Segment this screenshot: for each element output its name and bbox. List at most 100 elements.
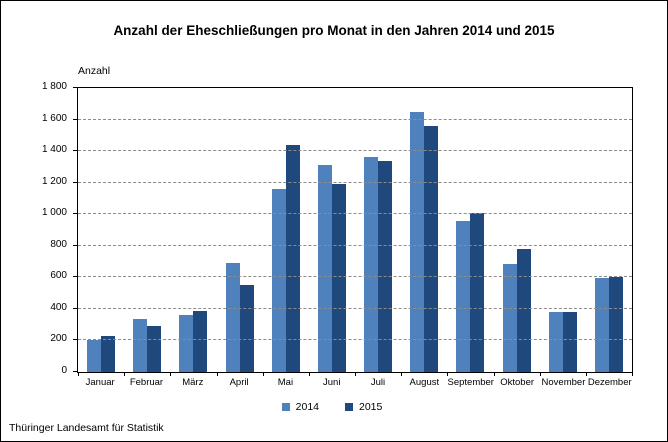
bar-group-oktober [494,88,540,372]
y-tick-label-1800: 1 800 [41,81,67,92]
bar-2014-august [410,111,425,372]
bar-2015-dezember [608,277,623,372]
x-tick-1 [124,372,126,376]
gridline-600 [78,276,632,278]
bar-2014-juli [364,157,379,372]
bar-2014-september [456,220,471,372]
x-tick-12 [632,372,633,376]
x-label-januar: Januar [85,377,115,388]
y-tick-label-1600: 1 600 [41,112,67,124]
bar-group-juli [355,88,401,372]
y-tick-1400 [73,150,78,152]
x-tick-10 [539,372,541,376]
bar-2014-januar [87,340,102,372]
legend-swatch-2014 [281,403,290,411]
y-tick-200 [73,339,78,341]
bar-2014-dezember [594,278,609,372]
y-tick-label-600: 600 [50,270,67,282]
bar-group-april [217,88,263,372]
x-tick-6 [355,372,356,376]
y-axis-title: Anzahl [78,65,111,77]
x-tick-11 [585,372,587,376]
y-axis-labels: 0 200 400 600 800 1 000 1 200 1 400 1 600 1 800 [1,82,67,376]
bar-2015-januar [101,335,116,372]
bar-group-februar [124,88,170,372]
y-tick-800 [73,244,78,246]
x-label-november: November [541,377,586,388]
legend-label-2015: 2015 [359,401,383,413]
x-label-februar: Februar [129,377,164,388]
bar-group-mai [263,88,309,372]
x-tick-9 [493,372,495,376]
x-tick-2 [170,372,172,376]
x-label-märz: März [182,377,204,388]
bar-2014-mai [271,188,286,372]
gridline-800 [78,244,632,246]
gridline-400 [78,307,632,309]
x-label-august: August [409,377,440,388]
y-tick-label-200: 200 [50,333,67,345]
x-label-juli: Juli [370,377,386,388]
y-tick-label-0: 0 [61,365,67,376]
bar-group-september [447,88,493,372]
bar-2014-november [548,312,563,372]
gridline-1200 [78,181,632,183]
y-tick-label-1400: 1 400 [41,144,67,156]
x-label-oktober: Oktober [500,377,535,388]
bar-2014-märz [179,315,194,372]
gridline-200 [78,339,632,341]
x-label-juni: Juni [323,377,341,388]
y-tick-0 [73,371,78,372]
bar-2015-februar [147,326,162,372]
y-tick-1000 [73,213,78,215]
bar-group-november [540,88,586,372]
bar-group-dezember [586,88,632,372]
x-label-september: September [447,377,494,388]
bar-group-januar [78,88,124,372]
chart-title: Anzahl der Eheschließungen pro Monat in … [113,23,555,38]
bar-2015-oktober [516,248,531,372]
bar-2015-märz [193,311,208,372]
bar-group-august [401,88,447,372]
y-tick-1600 [73,118,78,120]
bar-2014-april [225,263,240,372]
y-tick-1200 [73,181,78,183]
bar-2014-februar [133,319,148,372]
bar-2014-juni [317,164,332,372]
y-tick-label-800: 800 [50,238,67,250]
bar-2015-mai [285,144,300,372]
gridline-1400 [78,150,632,152]
bar-groups [78,88,632,372]
x-tick-4 [262,372,264,376]
bar-group-juni [309,88,355,372]
y-tick-1800 [73,87,78,88]
legend-item-2014: 2014 [281,401,319,413]
bar-2015-april [239,285,254,372]
bar-2014-oktober [502,263,517,372]
legend-item-2015: 2015 [345,401,382,413]
source-note: Thüringer Landesamt für Statistik [9,422,164,434]
gridline-1000 [78,213,632,215]
y-tick-label-400: 400 [50,301,67,313]
y-tick-label-1200: 1 200 [41,175,67,187]
bar-2015-juni [331,184,346,372]
x-axis-labels: Januar Februar März April Mai Juni Juli August S… [77,377,633,388]
bar-2015-september [470,212,485,372]
x-tick-0 [78,372,79,376]
x-label-mai: Mai [277,377,294,388]
bar-2015-august [424,125,439,372]
y-tick-400 [73,307,78,309]
legend: 2014 2015 [55,401,609,413]
gridline-1600 [78,118,632,120]
x-label-april: April [229,377,249,388]
plot-area [73,87,633,376]
x-tick-5 [308,372,310,376]
x-tick-8 [447,372,449,376]
bar-2015-november [562,312,577,372]
x-tick-3 [216,372,218,376]
x-label-dezember: Dezember [587,377,632,388]
x-tick-7 [401,372,403,376]
legend-swatch-2015 [345,403,353,411]
y-tick-600 [73,276,78,278]
